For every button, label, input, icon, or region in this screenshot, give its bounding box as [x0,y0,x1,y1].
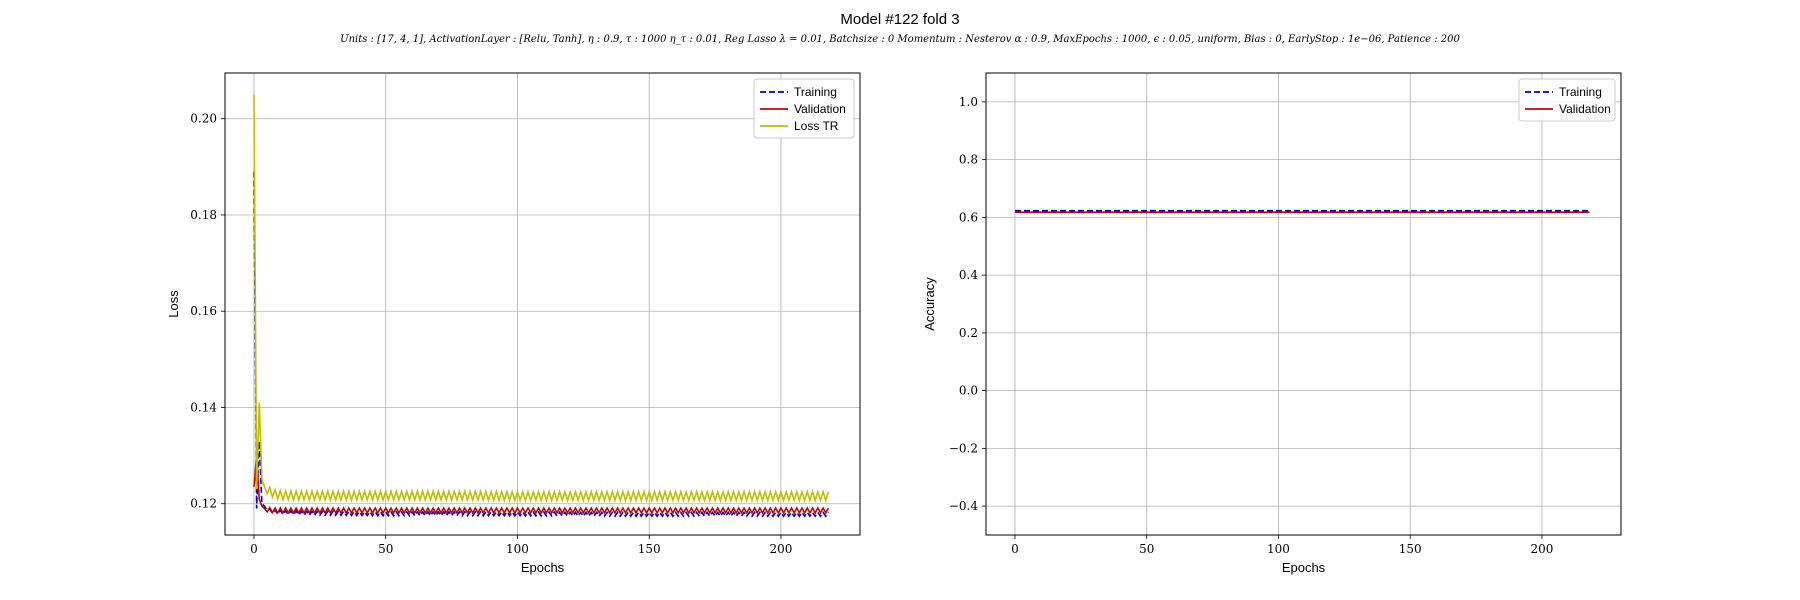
x-tick-label: 100 [1267,542,1290,556]
loss-chart: 0 50 100 150 200 0.12 0.14 0.16 0.18 0.20 Epochs Lo… [166,73,860,575]
y-tick-label: −0.2 [949,441,978,455]
plot-frame [986,73,1621,535]
legend-label: Loss TR [794,119,839,133]
y-tick-label: 1.0 [959,95,978,109]
legend-label: Training [794,85,837,99]
y-tick-label: 0.4 [959,268,978,282]
x-tick-label: 150 [638,542,661,556]
x-tick-label: 100 [506,542,529,556]
figure-title: Model #122 fold 3 [840,11,959,28]
x-axis-label: Epochs [521,560,565,575]
y-tick-label: 0.6 [959,210,978,224]
x-tick-label: 50 [378,542,393,556]
x-axis-label: Epochs [1282,560,1326,575]
y-tick-label: 0.8 [959,153,978,167]
figure-subtitle: Units : [17, 4, 1], ActivationLayer : [R… [340,34,1460,45]
y-tick-label: −0.4 [949,499,979,513]
series-line-validation [254,456,828,513]
x-tick-label: 200 [770,542,793,556]
x-tick-label: 150 [1399,542,1422,556]
x-tick-label: 200 [1531,542,1554,556]
legend: Training Validation [1519,79,1615,121]
y-tick-label: 0.2 [959,326,978,340]
plot-frame [225,73,860,535]
y-tick-label: 0.20 [190,112,217,126]
series-line-training [254,172,828,517]
y-axis-label: Loss [166,290,181,318]
x-tick-label: 0 [1011,542,1019,556]
accuracy-chart: 0 50 100 150 200 −0.4 −0.2 0.0 0.2 0.4 0.6 0.8 1.0 Ep… [922,73,1621,575]
x-tick-label: 50 [1139,542,1154,556]
y-tick-label: 0.18 [190,208,217,222]
legend-label: Validation [1559,102,1611,116]
y-axis-label: Accuracy [922,277,937,331]
x-tick-label: 0 [250,542,258,556]
legend: Training Validation Loss TR [754,79,854,138]
y-tick-label: 0.0 [959,384,978,398]
y-tick-label: 0.14 [190,400,217,414]
legend-label: Training [1559,85,1602,99]
series-line-loss-tr [254,95,828,501]
y-tick-label: 0.12 [190,497,217,511]
y-tick-label: 0.16 [190,304,217,318]
legend-label: Validation [794,102,846,116]
